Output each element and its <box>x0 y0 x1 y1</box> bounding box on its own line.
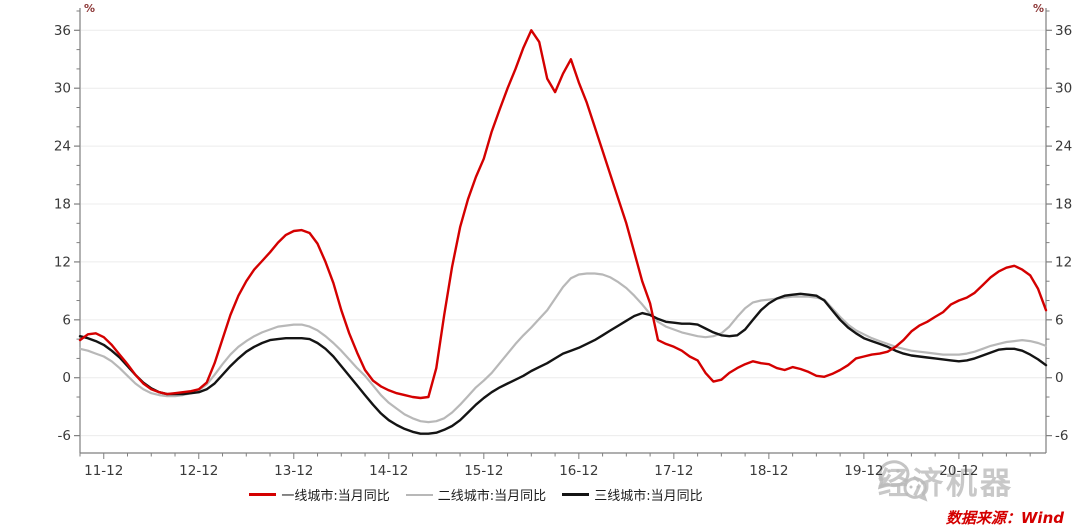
data-source-label: 数据来源：Wind <box>945 509 1064 527</box>
svg-text:36: 36 <box>1055 23 1072 39</box>
svg-text:13-12: 13-12 <box>274 463 313 479</box>
svg-text:6: 6 <box>1055 312 1064 328</box>
svg-text:19-12: 19-12 <box>844 463 883 479</box>
legend-swatch-tier2 <box>405 493 433 496</box>
svg-text:18: 18 <box>54 197 71 213</box>
legend-swatch-tier3 <box>562 493 590 496</box>
svg-text:12: 12 <box>1055 254 1072 270</box>
svg-text:18: 18 <box>1055 197 1072 213</box>
svg-text:-6: -6 <box>58 428 71 444</box>
svg-text:30: 30 <box>54 81 71 97</box>
svg-text:-6: -6 <box>1055 428 1068 444</box>
y-axis-unit-right: % <box>1033 2 1045 15</box>
legend-swatch-tier1 <box>249 493 277 496</box>
legend-item-tier1: 一线城市:当月同比 <box>249 485 390 504</box>
svg-text:14-12: 14-12 <box>369 463 408 479</box>
svg-text:18-12: 18-12 <box>749 463 788 479</box>
y-axis-unit-left: % <box>84 2 96 15</box>
svg-text:30: 30 <box>1055 81 1072 97</box>
svg-text:20-12: 20-12 <box>939 463 978 479</box>
svg-text:16-12: 16-12 <box>559 463 598 479</box>
legend: 一线城市:当月同比 二线城市:当月同比 三线城市:当月同比 <box>0 485 1080 504</box>
watermark: 经济机器 <box>878 458 1014 503</box>
svg-text:12: 12 <box>54 254 71 270</box>
svg-text:24: 24 <box>54 139 71 155</box>
svg-text:6: 6 <box>62 312 71 328</box>
svg-text:36: 36 <box>54 23 71 39</box>
legend-item-tier2: 二线城市:当月同比 <box>405 485 547 504</box>
legend-label-tier3: 三线城市:当月同比 <box>594 489 703 504</box>
legend-item-tier3: 三线城市:当月同比 <box>562 485 703 504</box>
svg-text:0: 0 <box>1055 370 1064 386</box>
svg-text:11-12: 11-12 <box>84 463 123 479</box>
svg-text:17-12: 17-12 <box>654 463 693 479</box>
legend-label-tier2: 二线城市:当月同比 <box>437 489 547 504</box>
svg-text:15-12: 15-12 <box>464 463 503 479</box>
svg-text:0: 0 <box>62 370 71 386</box>
wechat-bubbles-icon <box>878 460 928 502</box>
svg-text:24: 24 <box>1055 139 1072 155</box>
svg-text:12-12: 12-12 <box>179 463 218 479</box>
legend-label-tier1: 一线城市:当月同比 <box>281 489 390 504</box>
